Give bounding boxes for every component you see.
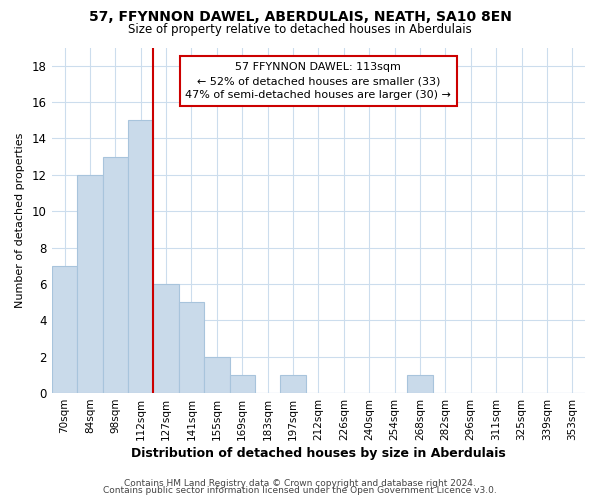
Bar	[128, 120, 154, 393]
Text: 57, FFYNNON DAWEL, ABERDULAIS, NEATH, SA10 8EN: 57, FFYNNON DAWEL, ABERDULAIS, NEATH, SA…	[89, 10, 511, 24]
X-axis label: Distribution of detached houses by size in Aberdulais: Distribution of detached houses by size …	[131, 447, 506, 460]
Text: Contains HM Land Registry data © Crown copyright and database right 2024.: Contains HM Land Registry data © Crown c…	[124, 478, 476, 488]
Bar	[179, 302, 204, 393]
Bar	[154, 284, 179, 393]
Bar	[103, 156, 128, 393]
Bar	[280, 375, 306, 393]
Text: Contains public sector information licensed under the Open Government Licence v3: Contains public sector information licen…	[103, 486, 497, 495]
Bar	[52, 266, 77, 393]
Text: 57 FFYNNON DAWEL: 113sqm
← 52% of detached houses are smaller (33)
47% of semi-d: 57 FFYNNON DAWEL: 113sqm ← 52% of detach…	[185, 62, 451, 100]
Bar	[204, 356, 230, 393]
Y-axis label: Number of detached properties: Number of detached properties	[15, 132, 25, 308]
Bar	[77, 175, 103, 393]
Bar	[407, 375, 433, 393]
Text: Size of property relative to detached houses in Aberdulais: Size of property relative to detached ho…	[128, 22, 472, 36]
Bar	[230, 375, 255, 393]
